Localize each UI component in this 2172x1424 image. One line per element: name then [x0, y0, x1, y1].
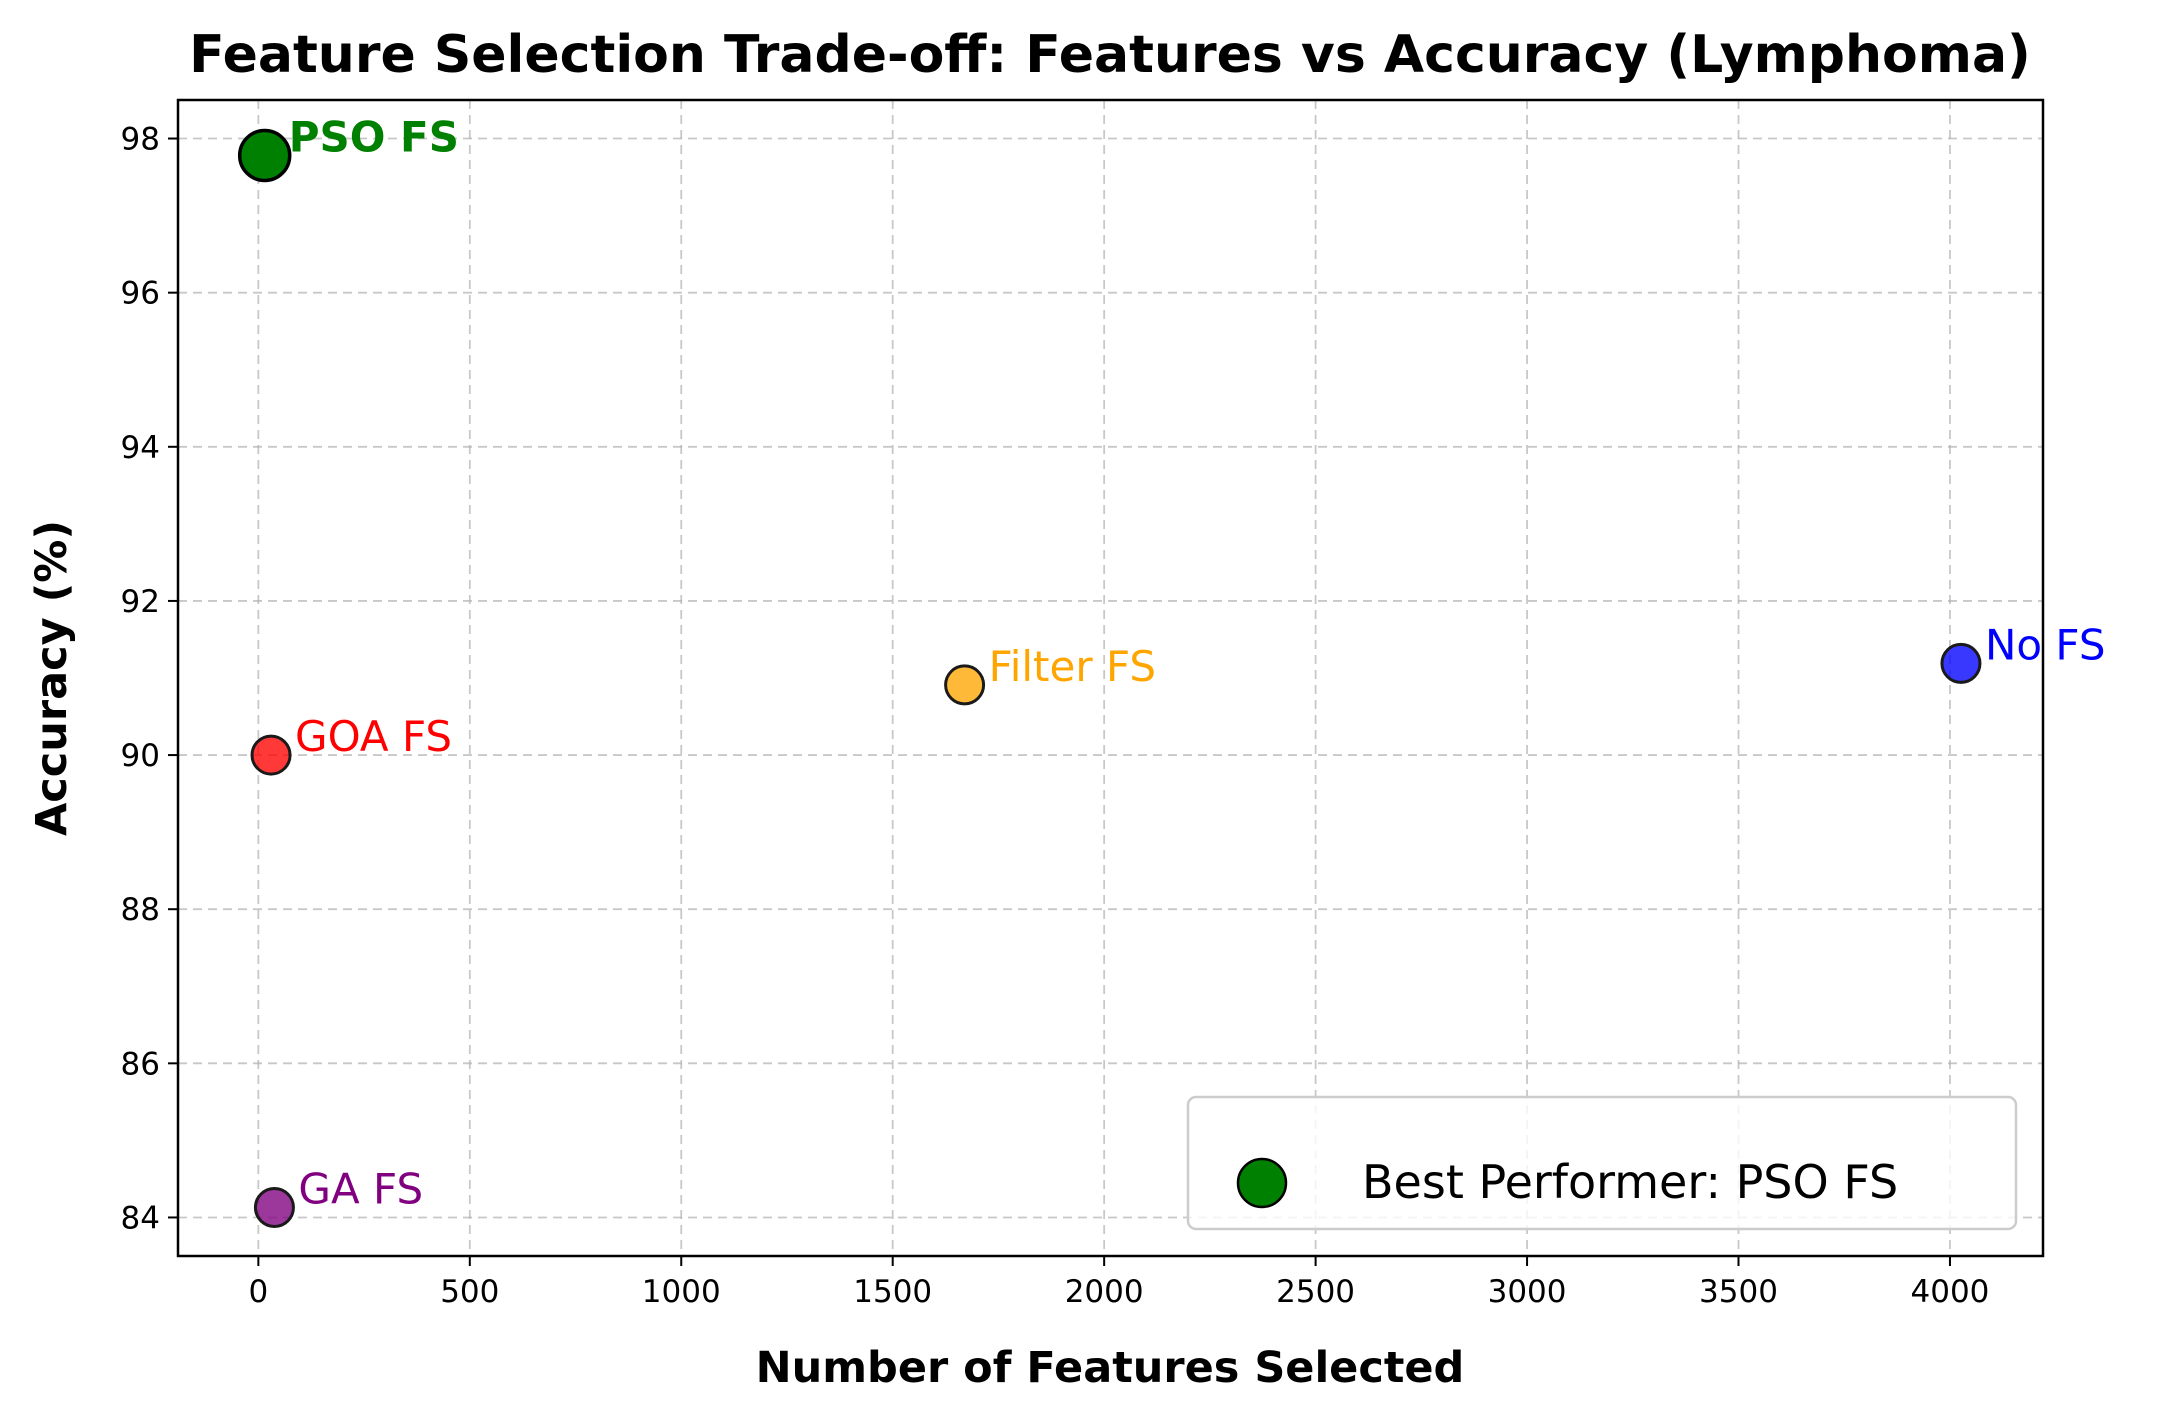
y-tick-label: 94	[121, 430, 160, 466]
y-tick-label: 98	[121, 122, 160, 158]
data-point-goa-fs	[250, 734, 292, 776]
data-label-goa-fs: GOA FS	[295, 712, 452, 761]
y-tick-label: 84	[121, 1200, 160, 1236]
data-labels: PSO FS GOA FS GA FS Filter FS No FS	[289, 112, 2106, 1213]
data-label-pso-fs: PSO FS	[289, 112, 459, 161]
plot-area-frame	[176, 98, 2045, 1258]
data-label-filter-fs: Filter FS	[989, 642, 1156, 691]
data-point-pso-fs	[237, 128, 292, 183]
legend: Best Performer: PSO FS	[1186, 1095, 2018, 1231]
y-tick-label: 88	[121, 892, 160, 928]
y-axis-title: Accuracy (%)	[27, 520, 77, 836]
data-label-ga-fs: GA FS	[298, 1164, 423, 1213]
y-tick-label: 86	[121, 1046, 160, 1082]
x-tick-label: 2500	[1276, 1274, 1355, 1310]
data-point-no-fs	[1940, 642, 1982, 684]
legend-marker	[1236, 1157, 1288, 1209]
legend-label: Best Performer: PSO FS	[1362, 1155, 1898, 1209]
x-tick-label: 1000	[642, 1274, 721, 1310]
chart-title: Feature Selection Trade-off: Features vs…	[189, 25, 2031, 85]
y-tick-label: 92	[121, 584, 160, 620]
data-point-ga-fs	[253, 1186, 295, 1228]
x-axis-title: Number of Features Selected	[756, 1343, 1465, 1393]
data-point-filter-fs	[944, 664, 986, 706]
legend-box	[1186, 1095, 2018, 1231]
x-tick-label: 0	[248, 1274, 268, 1310]
x-tick-label: 500	[440, 1274, 499, 1310]
x-tick-label: 2000	[1065, 1274, 1144, 1310]
x-tick-label: 1500	[853, 1274, 932, 1310]
y-tick-label: 96	[121, 276, 160, 312]
x-tick-label: 3500	[1699, 1274, 1778, 1310]
axis-ticks: 0 500 1000 1500 2000 2500 3000 3500 4000 84 86 88 90…	[121, 122, 1990, 1310]
x-tick-label: 3000	[1488, 1274, 1567, 1310]
data-points	[237, 128, 1982, 1228]
data-label-no-fs: No FS	[1985, 620, 2106, 669]
x-tick-label: 4000	[1911, 1274, 1990, 1310]
y-tick-label: 90	[121, 738, 160, 774]
